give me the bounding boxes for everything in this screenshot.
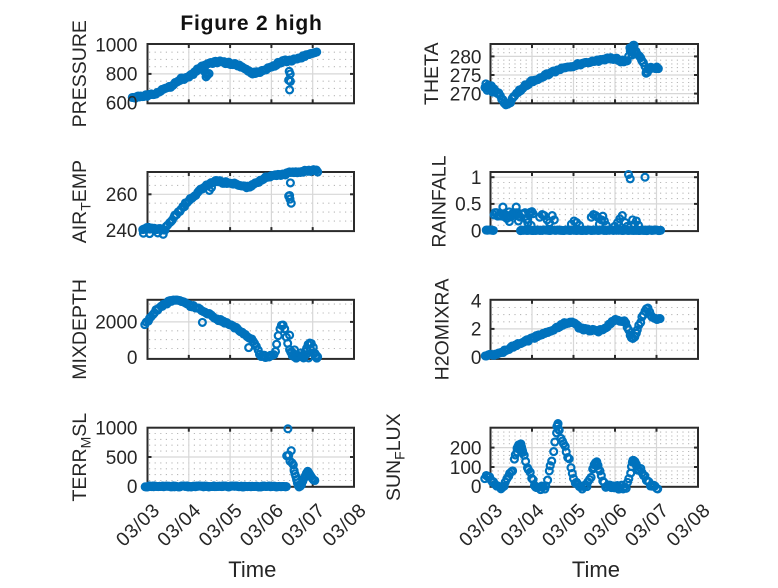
svg-text:240: 240 — [106, 221, 138, 242]
svg-text:H2OMIXRA: H2OMIXRA — [432, 278, 454, 380]
svg-text:PRESSURE: PRESSURE — [69, 20, 91, 127]
svg-text:275: 275 — [450, 66, 482, 87]
svg-text:1: 1 — [471, 168, 482, 189]
svg-text:280: 280 — [450, 47, 482, 68]
svg-text:0: 0 — [471, 477, 482, 498]
svg-text:Time: Time — [228, 557, 276, 582]
svg-text:SUNF​LUX: SUNF​LUX — [383, 413, 408, 501]
svg-text:RAINFALL: RAINFALL — [429, 155, 451, 247]
svg-text:TERRM​SL: TERRM​SL — [69, 413, 94, 502]
svg-text:MIXDEPTH: MIXDEPTH — [69, 279, 91, 380]
svg-text:0: 0 — [471, 348, 482, 369]
svg-text:1000: 1000 — [95, 418, 137, 439]
svg-text:800: 800 — [106, 65, 138, 86]
svg-text:AIRT​EMP: AIRT​EMP — [69, 160, 94, 243]
svg-text:600: 600 — [106, 94, 138, 115]
svg-text:Time: Time — [572, 557, 620, 582]
svg-text:0: 0 — [471, 221, 482, 242]
svg-text:500: 500 — [106, 448, 138, 469]
svg-text:0: 0 — [127, 477, 138, 498]
svg-text:0.5: 0.5 — [455, 195, 481, 216]
svg-text:1000: 1000 — [95, 36, 137, 57]
svg-text:270: 270 — [450, 84, 482, 105]
svg-text:Figure 2 high: Figure 2 high — [180, 12, 322, 35]
svg-text:2: 2 — [471, 320, 482, 341]
svg-text:4: 4 — [471, 291, 482, 312]
svg-text:100: 100 — [450, 458, 482, 479]
svg-text:0: 0 — [127, 348, 138, 369]
svg-text:200: 200 — [450, 438, 482, 459]
svg-text:260: 260 — [106, 185, 138, 206]
svg-text:2000: 2000 — [95, 313, 137, 334]
svg-text:THETA: THETA — [421, 42, 443, 104]
